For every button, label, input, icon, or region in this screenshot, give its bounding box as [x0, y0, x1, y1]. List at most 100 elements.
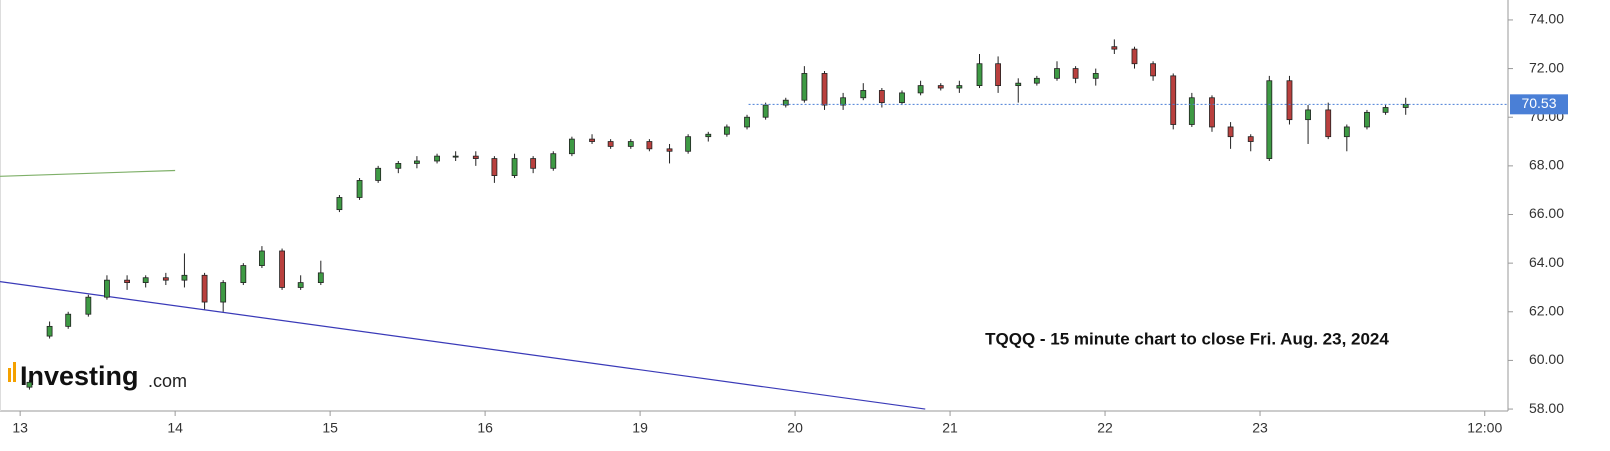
logo-name: Investing [20, 361, 139, 391]
candle-body [937, 85, 944, 89]
candle-body [550, 153, 557, 169]
candle-body [1188, 97, 1195, 125]
candle-body [491, 158, 498, 176]
candle-body [414, 160, 420, 164]
x-tick-label: 21 [942, 420, 958, 436]
candle-body [976, 63, 983, 87]
candle-body [85, 296, 92, 315]
candle-body [1343, 126, 1350, 138]
candle-body [65, 313, 72, 327]
candle-body [1227, 126, 1234, 138]
candle-body [1247, 136, 1254, 142]
candle-body [1170, 75, 1177, 125]
y-tick-label: 62.00 [1529, 302, 1564, 318]
y-tick-label: 72.00 [1529, 59, 1564, 75]
candle-body [336, 197, 343, 211]
x-tick-label: 16 [477, 420, 493, 436]
candle-body [723, 126, 730, 135]
candle-body [568, 138, 575, 155]
candle-body [472, 155, 479, 159]
candle-body [666, 148, 673, 152]
candle-body [104, 279, 110, 298]
candle-body [162, 277, 169, 281]
candle-body [1150, 63, 1156, 77]
candle-body [1033, 77, 1040, 84]
candle-body [1072, 68, 1079, 79]
candle-body [878, 90, 885, 104]
candle-body [685, 136, 692, 152]
candle-body [434, 155, 440, 162]
x-tick-label: 23 [1252, 420, 1268, 436]
candle-body [181, 274, 188, 281]
y-tick-label: 68.00 [1529, 157, 1564, 173]
x-tick-label: 13 [12, 420, 28, 436]
candle-body [220, 282, 227, 303]
candle-body [395, 163, 402, 169]
candle-body [452, 155, 459, 158]
candle-body [46, 325, 53, 337]
candle-body [995, 63, 1002, 87]
candle-body [956, 85, 963, 89]
y-tick-label: 58.00 [1529, 400, 1564, 416]
candle-body [1131, 48, 1138, 65]
candle-body [201, 274, 208, 303]
candle-body [1209, 97, 1215, 128]
candle-body [240, 265, 247, 283]
candle-body [744, 116, 750, 128]
candle-body [530, 158, 537, 169]
candle-body [801, 73, 808, 101]
candle-body [375, 167, 382, 181]
candle-body [356, 180, 363, 198]
candle-body [124, 279, 130, 283]
y-tick-label: 60.00 [1529, 351, 1564, 367]
y-tick-label: 66.00 [1529, 205, 1564, 221]
candle-body [840, 97, 847, 106]
x-tick-label: 15 [322, 420, 338, 436]
last-price-badge [1510, 94, 1568, 115]
candle-body [917, 85, 924, 94]
candle-body [1305, 109, 1311, 121]
candle-body [1111, 46, 1118, 50]
candle-body [627, 141, 634, 147]
candle-body [26, 381, 33, 388]
candle-body [1092, 73, 1099, 79]
logo: Investing .com [8, 361, 187, 391]
annotation: TQQQ - 15 minute chart to close Fri. Aug… [985, 329, 1389, 348]
candle-body [1382, 107, 1389, 113]
candle-body [1286, 80, 1293, 121]
logo-icon [8, 368, 11, 382]
x-tick-label: 22 [1097, 420, 1113, 436]
trend-line [0, 281, 926, 410]
candle-body [142, 277, 149, 283]
x-tick-label: 19 [632, 420, 648, 436]
candle-body [589, 138, 595, 142]
x-tick-label: 14 [167, 420, 183, 436]
candle-body [1054, 68, 1060, 79]
trend-line [0, 169, 176, 177]
candle-body [821, 73, 828, 106]
x-tick-label: 20 [787, 420, 803, 436]
candle-body [705, 133, 712, 138]
candle-body [607, 141, 614, 147]
candle-body [279, 250, 285, 288]
candle-body [762, 104, 769, 118]
y-tick-label: 74.00 [1529, 11, 1564, 27]
logo-icon [13, 362, 16, 382]
candle-body [646, 141, 653, 150]
candle-body [1325, 109, 1332, 138]
x-tick-label: 12:00 [1467, 420, 1502, 436]
candle-body [1015, 82, 1022, 87]
candle-body [899, 92, 905, 104]
candle-body [317, 272, 324, 283]
y-tick-label: 64.00 [1529, 254, 1564, 270]
last-price-label: 70.53 [1521, 95, 1556, 111]
candle-body [297, 282, 304, 288]
logo-suffix: .com [148, 371, 187, 391]
candle-body [259, 250, 265, 266]
candle-body [860, 90, 867, 99]
candle-body [1364, 111, 1370, 128]
candle-body [782, 99, 789, 106]
candle-body [511, 158, 518, 176]
